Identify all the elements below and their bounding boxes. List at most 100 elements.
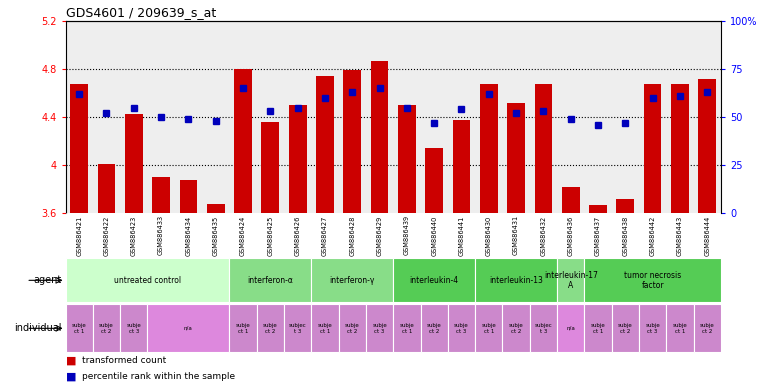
Text: subje
ct 1: subje ct 1 <box>672 323 687 334</box>
Bar <box>507 103 525 213</box>
Bar <box>475 258 557 303</box>
Bar <box>562 187 580 213</box>
Text: GSM886423: GSM886423 <box>131 215 136 256</box>
Bar <box>644 84 662 213</box>
Bar <box>557 305 584 352</box>
Bar <box>475 305 503 352</box>
Text: untreated control: untreated control <box>114 276 181 285</box>
Bar <box>207 204 224 213</box>
Bar <box>152 177 170 213</box>
Text: subje
ct 1: subje ct 1 <box>318 323 332 334</box>
Text: GSM886421: GSM886421 <box>76 215 82 256</box>
Text: n/a: n/a <box>184 326 193 331</box>
Bar <box>261 122 279 213</box>
Text: GSM886422: GSM886422 <box>103 215 109 256</box>
Text: GSM886444: GSM886444 <box>704 215 710 256</box>
Bar <box>366 305 393 352</box>
Text: ■: ■ <box>66 371 76 381</box>
Text: GSM886440: GSM886440 <box>431 215 437 256</box>
Bar <box>530 305 557 352</box>
Text: subje
ct 3: subje ct 3 <box>454 323 469 334</box>
Bar <box>230 258 311 303</box>
Text: subje
ct 1: subje ct 1 <box>236 323 251 334</box>
Text: subje
ct 1: subje ct 1 <box>399 323 414 334</box>
Bar <box>257 305 284 352</box>
Text: GSM886429: GSM886429 <box>376 215 382 256</box>
Bar <box>699 79 716 213</box>
Text: GSM886426: GSM886426 <box>295 215 301 256</box>
Bar <box>584 258 721 303</box>
Text: interleukin-4: interleukin-4 <box>409 276 459 285</box>
Bar <box>371 61 389 213</box>
Text: GSM886438: GSM886438 <box>622 215 628 256</box>
Text: subje
ct 1: subje ct 1 <box>591 323 605 334</box>
Text: GSM886437: GSM886437 <box>595 215 601 256</box>
Bar <box>70 84 88 213</box>
Text: GSM886425: GSM886425 <box>268 215 274 256</box>
Text: subje
ct 2: subje ct 2 <box>700 323 715 334</box>
Bar <box>316 76 334 213</box>
Text: subje
ct 1: subje ct 1 <box>481 323 497 334</box>
Bar <box>503 305 530 352</box>
Text: tumor necrosis
factor: tumor necrosis factor <box>624 271 682 290</box>
Bar <box>480 84 497 213</box>
Bar <box>617 199 635 213</box>
Text: subje
ct 1: subje ct 1 <box>72 323 86 334</box>
Bar <box>120 305 147 352</box>
Text: GDS4601 / 209639_s_at: GDS4601 / 209639_s_at <box>66 5 216 18</box>
Bar <box>589 205 607 213</box>
Bar <box>671 84 689 213</box>
Bar <box>393 305 420 352</box>
Bar <box>611 305 639 352</box>
Bar <box>639 305 666 352</box>
Bar <box>338 305 366 352</box>
Bar <box>311 258 393 303</box>
Bar <box>180 180 197 213</box>
Bar <box>289 105 307 213</box>
Text: subje
ct 2: subje ct 2 <box>345 323 359 334</box>
Bar <box>234 69 252 213</box>
Text: GSM886442: GSM886442 <box>650 215 655 256</box>
Text: subje
ct 2: subje ct 2 <box>99 323 114 334</box>
Bar <box>426 148 443 213</box>
Bar <box>584 305 611 352</box>
Text: GSM886434: GSM886434 <box>185 215 191 256</box>
Text: interleukin-17
A: interleukin-17 A <box>544 271 598 290</box>
Bar <box>666 305 694 352</box>
Bar <box>343 70 361 213</box>
Text: subje
ct 2: subje ct 2 <box>427 323 442 334</box>
Text: percentile rank within the sample: percentile rank within the sample <box>82 372 235 381</box>
Text: agent: agent <box>33 275 62 285</box>
Text: GSM886432: GSM886432 <box>540 215 547 256</box>
Text: GSM886427: GSM886427 <box>322 215 328 256</box>
Text: subje
ct 2: subje ct 2 <box>263 323 278 334</box>
Text: subje
ct 2: subje ct 2 <box>509 323 524 334</box>
Bar <box>393 258 475 303</box>
Text: GSM886433: GSM886433 <box>158 215 164 255</box>
Text: GSM886431: GSM886431 <box>513 215 519 255</box>
Text: subje
ct 3: subje ct 3 <box>645 323 660 334</box>
Bar <box>98 164 116 213</box>
Bar <box>147 305 230 352</box>
Text: individual: individual <box>14 323 62 333</box>
Bar <box>557 258 584 303</box>
Bar <box>311 305 338 352</box>
Text: GSM886424: GSM886424 <box>240 215 246 256</box>
Text: GSM886439: GSM886439 <box>404 215 410 255</box>
Text: subje
ct 3: subje ct 3 <box>126 323 141 334</box>
Text: interferon-α: interferon-α <box>247 276 293 285</box>
Text: GSM886428: GSM886428 <box>349 215 355 256</box>
Text: subje
ct 3: subje ct 3 <box>372 323 387 334</box>
Text: transformed count: transformed count <box>82 356 167 366</box>
Bar <box>448 305 475 352</box>
Bar <box>453 119 470 213</box>
Text: subje
ct 2: subje ct 2 <box>618 323 633 334</box>
Text: GSM886436: GSM886436 <box>567 215 574 256</box>
Text: ■: ■ <box>66 356 76 366</box>
Text: subjec
t 3: subjec t 3 <box>289 323 307 334</box>
Text: subjec
t 3: subjec t 3 <box>534 323 552 334</box>
Bar <box>66 305 93 352</box>
Bar <box>125 114 143 213</box>
Text: GSM886430: GSM886430 <box>486 215 492 256</box>
Text: interferon-γ: interferon-γ <box>329 276 375 285</box>
